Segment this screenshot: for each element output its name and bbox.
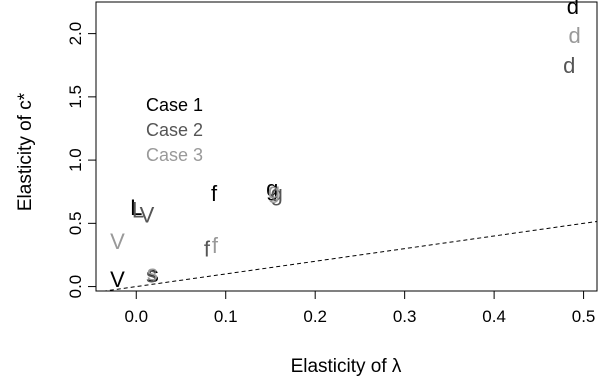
x-axis-label: Elasticity of λ [291, 356, 402, 377]
y-tick-label: 0.5 [66, 212, 85, 236]
y-tick-label: 0.0 [66, 275, 85, 299]
reference-line [101, 220, 597, 291]
legend-entry: Case 3 [146, 145, 203, 165]
reference-line-layer [101, 220, 597, 291]
data-point: s [147, 261, 158, 286]
y-tick-label: 1.0 [66, 148, 85, 172]
y-axis-label: Elasticity of c* [15, 92, 36, 211]
data-point: f [204, 237, 211, 262]
data-point: g [268, 178, 280, 203]
data-point: f [212, 233, 219, 258]
data-point: V [110, 229, 125, 254]
data-point: L [132, 197, 144, 222]
x-tick-label: 0.1 [214, 307, 238, 326]
axes-layer: 0.0 0.1 0.2 0.3 0.4 0.5 0.0 0.5 1.0 1.5 2.0 [66, 1, 598, 326]
x-tick-label: 0.0 [124, 307, 148, 326]
data-point: d [563, 53, 575, 78]
plot-frame [95, 1, 598, 292]
data-point: d [569, 23, 581, 48]
x-tick-label: 0.4 [482, 307, 506, 326]
legend: Case 1 Case 2 Case 3 [146, 95, 203, 165]
legend-entry: Case 2 [146, 120, 203, 140]
data-point: d [567, 0, 579, 19]
data-point: g [266, 176, 278, 201]
x-tick-label: 0.2 [303, 307, 327, 326]
data-point: L [130, 195, 142, 220]
data-point: s [146, 263, 157, 288]
y-tick-label: 1.5 [66, 85, 85, 109]
y-tick-label: 2.0 [66, 22, 85, 46]
legend-entry: Case 1 [146, 95, 203, 115]
data-point: V [140, 202, 155, 227]
x-tick-label: 0.5 [572, 307, 596, 326]
data-point: g [271, 181, 283, 206]
data-point: V [110, 267, 125, 292]
data-point: s [148, 262, 159, 287]
x-tick-label: 0.3 [393, 307, 417, 326]
data-point: f [211, 181, 218, 206]
